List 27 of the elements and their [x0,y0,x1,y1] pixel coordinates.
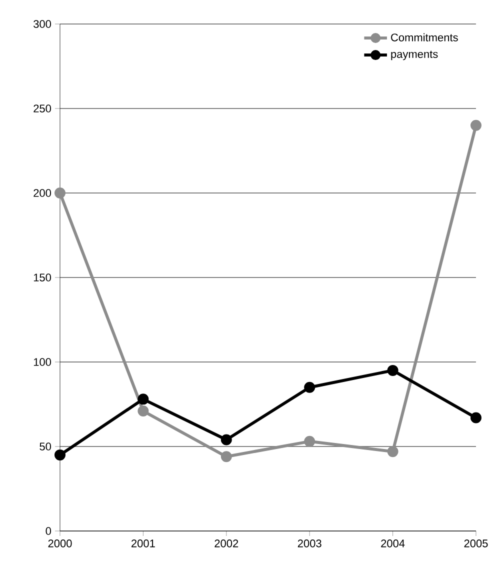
point [220,451,232,462]
y-tick-label: 300 [34,20,52,28]
y-tick-label: 200 [34,189,52,197]
y-tick-label: 100 [34,358,52,366]
x-tick-label: 2003 [298,540,322,548]
y-tick-label: 150 [34,274,52,282]
point [54,188,66,198]
point [304,382,316,393]
point [54,449,66,460]
point [470,412,482,424]
x-tick-label: 2004 [381,540,405,548]
point [304,436,316,447]
point [387,446,398,458]
point [387,364,398,376]
x-tick-label: 2000 [48,540,72,548]
point [220,434,232,446]
x-tick-label: 2005 [464,540,488,548]
y-tick-label: 250 [34,104,52,112]
point [470,120,482,131]
y-tick-label: 0 [46,527,52,535]
legend-label: payments [391,50,438,60]
legend-label: Commitments [391,33,458,42]
y-tick-label: 50 [40,442,52,450]
x-tick-label: 2001 [132,540,155,548]
x-tick-label: 2002 [214,540,238,548]
point [138,406,149,417]
point [138,394,149,405]
